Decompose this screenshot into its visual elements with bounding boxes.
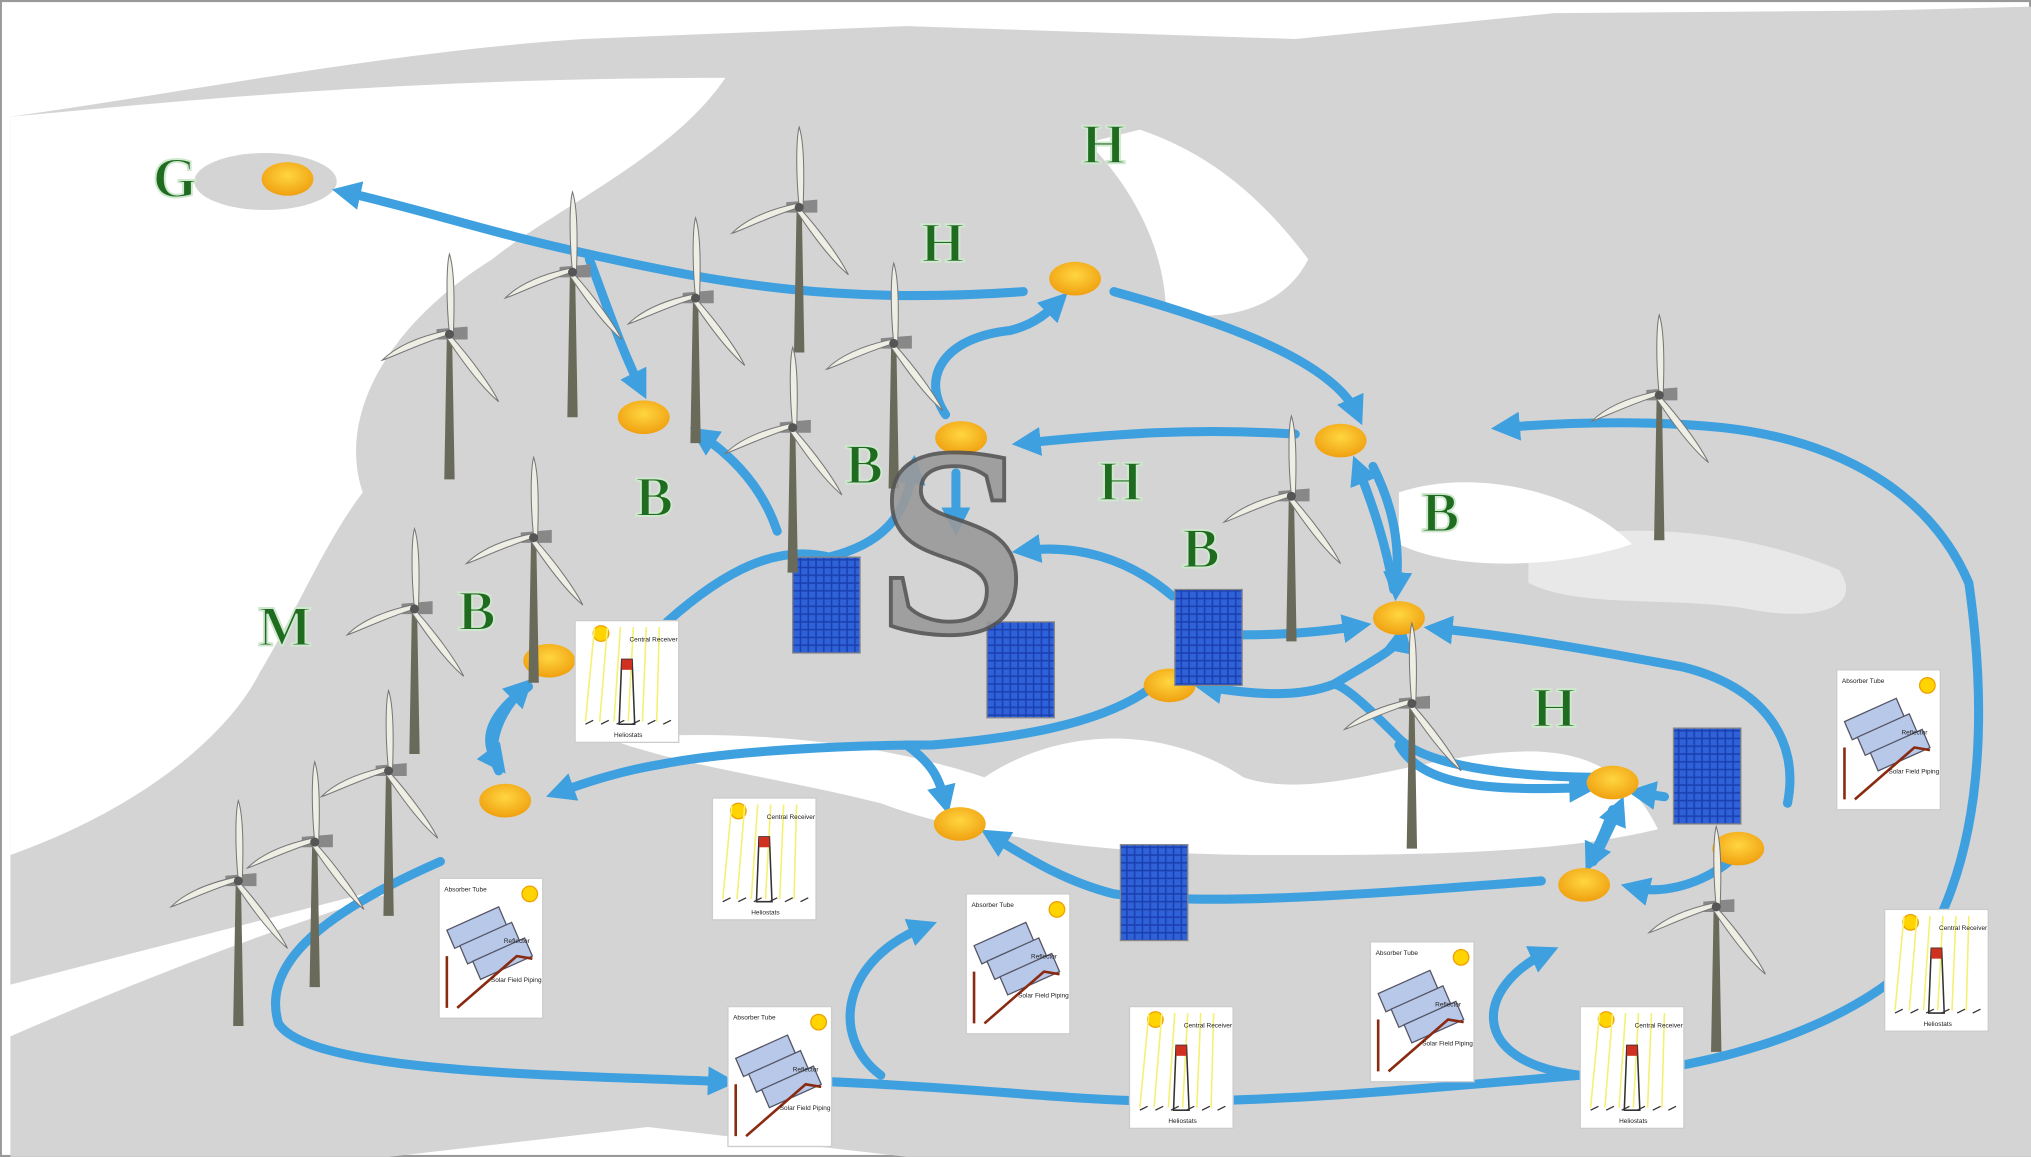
tower-diagram: Central Receiver Heliostats bbox=[1129, 1007, 1233, 1129]
receiver bbox=[1627, 1045, 1637, 1055]
diagram-label: Central Receiver bbox=[1939, 925, 1988, 932]
diagram-label: Reflector bbox=[1435, 1002, 1462, 1009]
diagram-label: Reflector bbox=[1901, 730, 1928, 737]
sun-icon bbox=[1453, 950, 1469, 966]
energy-hub bbox=[479, 784, 531, 818]
energy-hub bbox=[618, 400, 670, 434]
solar-panel bbox=[793, 557, 860, 653]
trough-diagram: Absorber Tube Reflector Solar Field Piping bbox=[1837, 670, 1941, 810]
diagram-label: Reflector bbox=[793, 1066, 820, 1073]
diagram-label: Heliostats bbox=[1619, 1118, 1647, 1125]
label-b: B bbox=[635, 466, 673, 529]
diagram-label: Central Receiver bbox=[1184, 1022, 1233, 1029]
receiver bbox=[759, 837, 769, 847]
receiver bbox=[1931, 948, 1941, 958]
trough-diagram: Absorber Tube Reflector Solar Field Piping bbox=[1370, 942, 1474, 1082]
receiver bbox=[622, 659, 632, 669]
trough-diagram: Absorber Tube Reflector Solar Field Piping bbox=[966, 894, 1070, 1034]
diagram-label: Heliostats bbox=[751, 910, 779, 917]
label-h: H bbox=[921, 212, 965, 275]
diagram-label: Absorber Tube bbox=[733, 1015, 776, 1022]
energy-hub bbox=[1558, 868, 1610, 902]
diagram-label: Absorber Tube bbox=[444, 886, 487, 893]
label-b: B bbox=[1421, 481, 1459, 544]
label-g: G bbox=[153, 147, 197, 210]
label-b: B bbox=[1182, 518, 1220, 581]
tower-diagram: Central Receiver Heliostats bbox=[575, 621, 679, 743]
receiver bbox=[1176, 1045, 1186, 1055]
solar-panel bbox=[1175, 590, 1242, 686]
label-h: H bbox=[1532, 677, 1576, 740]
label-h: H bbox=[1081, 113, 1125, 176]
label-h: H bbox=[1098, 450, 1142, 513]
diagram-label: Central Receiver bbox=[1635, 1022, 1684, 1029]
diagram-label: Absorber Tube bbox=[1376, 950, 1419, 957]
tower-diagram: Central Receiver Heliostats bbox=[1580, 1007, 1684, 1129]
diagram-label: Absorber Tube bbox=[971, 902, 1014, 909]
label-m: M bbox=[258, 595, 312, 658]
label-b: B bbox=[458, 580, 496, 643]
diagram-label: Reflector bbox=[504, 938, 531, 945]
energy-hub bbox=[1315, 424, 1367, 458]
sun-icon bbox=[1049, 902, 1065, 918]
energy-map: Central ReceiverHeliostatsCentral Receiv… bbox=[0, 0, 2031, 1157]
tower-diagram: Central Receiver Heliostats bbox=[712, 798, 816, 920]
diagram-label: Solar Field Piping bbox=[1422, 1040, 1473, 1047]
sun-icon bbox=[811, 1014, 827, 1030]
solar-panel bbox=[1674, 728, 1741, 824]
energy-hub bbox=[1587, 766, 1639, 800]
diagram-label: Solar Field Piping bbox=[1889, 768, 1940, 775]
diagram-label: Absorber Tube bbox=[1842, 678, 1885, 685]
diagram-label: Solar Field Piping bbox=[780, 1105, 831, 1112]
trough-diagram: Absorber Tube Reflector Solar Field Piping bbox=[728, 1007, 832, 1147]
solar-panel bbox=[1120, 845, 1187, 941]
trough-diagram: Absorber Tube Reflector Solar Field Piping bbox=[439, 878, 543, 1018]
energy-hub bbox=[1049, 262, 1101, 296]
diagram-label: Heliostats bbox=[614, 732, 642, 739]
tower-diagram: Central Receiver Heliostats bbox=[1885, 909, 1989, 1031]
diagram-label: Solar Field Piping bbox=[1018, 993, 1069, 1000]
sun-icon bbox=[522, 886, 538, 902]
sun-icon bbox=[1920, 678, 1936, 694]
diagram-label: Central Receiver bbox=[767, 814, 816, 821]
diagram-label: Heliostats bbox=[1923, 1021, 1951, 1028]
energy-hub bbox=[1373, 601, 1425, 635]
diagram-label: Solar Field Piping bbox=[491, 977, 542, 984]
energy-hub bbox=[934, 807, 986, 841]
energy-hub bbox=[262, 162, 314, 196]
diagram-label: Central Receiver bbox=[630, 636, 679, 643]
diagram-label: Heliostats bbox=[1168, 1118, 1196, 1125]
diagram-label: Reflector bbox=[1031, 954, 1058, 961]
storage-label: S bbox=[876, 391, 1027, 692]
